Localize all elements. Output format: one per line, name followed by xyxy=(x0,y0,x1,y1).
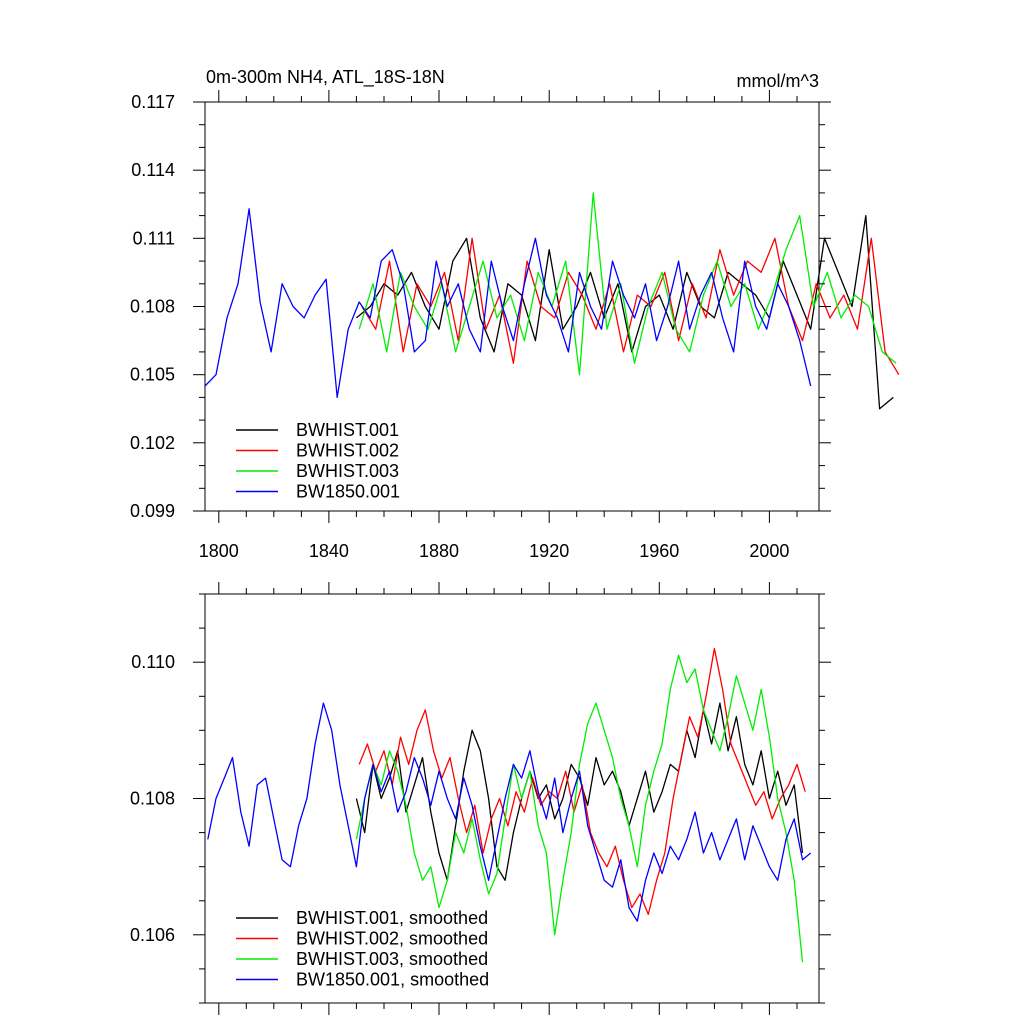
series-line-1 xyxy=(355,702,804,881)
x-tick-label: 1840 xyxy=(309,541,349,561)
series-line-4 xyxy=(207,702,812,922)
top-panel-units: mmol/m^3 xyxy=(737,71,819,91)
series-line-3 xyxy=(358,192,897,376)
x-tick-label: 1960 xyxy=(639,541,679,561)
y-tick-label: 0.117 xyxy=(131,92,175,112)
y-tick-label: 0.111 xyxy=(133,228,175,248)
y-tick-label: 0.114 xyxy=(131,160,175,180)
x-tick-label: 1880 xyxy=(419,541,459,561)
legend-label-1: BWHIST.001 xyxy=(296,420,399,440)
y-tick-label: 0.106 xyxy=(130,925,175,945)
legend-label-4: BW1850.001 xyxy=(296,482,400,502)
legend-label-4: BW1850.001, smoothed xyxy=(296,970,489,990)
series-line-2 xyxy=(361,237,900,376)
top-panel-title: 0m-300m NH4, ATL_18S-18N xyxy=(206,67,445,88)
series-line-4 xyxy=(204,208,812,399)
top-panel: 0m-300m NH4, ATL_18S-18N mmol/m^3 1800 18… xyxy=(130,67,900,561)
x-tick-label: 1800 xyxy=(199,541,239,561)
legend-label-3: BWHIST.003, smoothed xyxy=(296,949,488,969)
y-tick-label: 0.110 xyxy=(131,652,175,672)
legend-label-2: BWHIST.002 xyxy=(296,441,399,461)
y-tick-label: 0.108 xyxy=(130,297,175,317)
y-tick-label: 0.099 xyxy=(130,501,175,521)
legend-label-1: BWHIST.001, smoothed xyxy=(296,908,488,928)
legend-label-2: BWHIST.002, smoothed xyxy=(296,929,488,949)
x-tick-label: 2000 xyxy=(749,541,789,561)
y-tick-label: 0.102 xyxy=(130,433,175,453)
y-tick-label: 0.108 xyxy=(130,789,175,809)
x-tick-label: 1920 xyxy=(529,541,569,561)
series-line-1 xyxy=(355,214,894,410)
series-line-3 xyxy=(355,654,804,963)
legend-label-3: BWHIST.003 xyxy=(296,461,399,481)
y-tick-label: 0.105 xyxy=(130,365,175,385)
